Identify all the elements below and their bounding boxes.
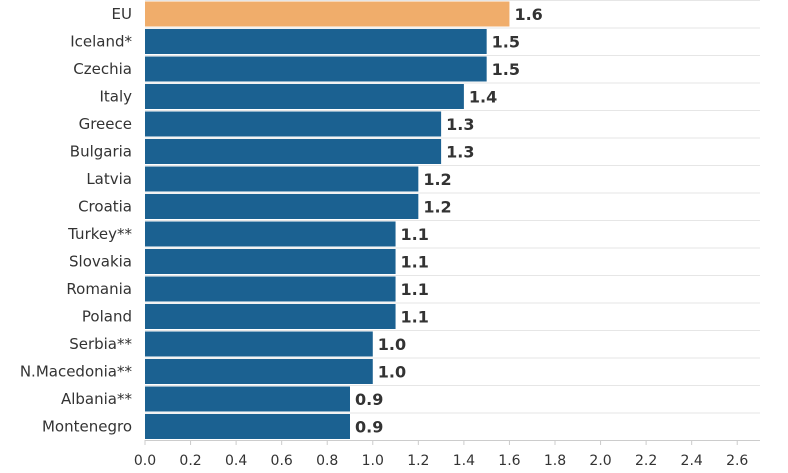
x-tick-label: 1.0 bbox=[362, 453, 384, 469]
category-label: Greece bbox=[79, 115, 132, 133]
bar-albania bbox=[145, 386, 350, 412]
bar-croatia bbox=[145, 194, 419, 219]
category-label: Latvia bbox=[86, 170, 132, 188]
value-label: 1.1 bbox=[401, 308, 429, 327]
value-label: 1.6 bbox=[514, 5, 542, 24]
category-label: Albania** bbox=[61, 390, 133, 408]
bar-n-macedonia bbox=[145, 359, 373, 384]
bars bbox=[145, 1, 510, 439]
x-tick-label: 0.6 bbox=[271, 453, 293, 469]
x-tick-label: 2.2 bbox=[635, 453, 657, 469]
value-label: 1.4 bbox=[469, 88, 497, 107]
x-tick-label: 2.6 bbox=[726, 453, 748, 469]
value-label: 1.2 bbox=[423, 198, 451, 217]
category-label: N.Macedonia** bbox=[20, 363, 133, 381]
x-tick-label: 2.0 bbox=[589, 453, 611, 469]
bar-serbia bbox=[145, 331, 373, 357]
x-tick-label: 0.0 bbox=[134, 453, 156, 469]
bar-poland bbox=[145, 304, 396, 329]
bar-italy bbox=[145, 84, 464, 109]
bar-iceland bbox=[145, 29, 487, 54]
value-label: 1.0 bbox=[378, 363, 406, 382]
bar-bulgaria bbox=[145, 139, 442, 164]
x-axis: 0.0 0.2 0.4 0.6 0.8 1.0 1.2 1.4 1.6 1.8 2.0 2.2 2.4 2… bbox=[134, 440, 760, 469]
value-label: 1.1 bbox=[401, 225, 429, 244]
value-label: 1.1 bbox=[401, 280, 429, 299]
category-label: Slovakia bbox=[69, 253, 132, 271]
value-label: 1.3 bbox=[446, 115, 474, 134]
value-label: 0.9 bbox=[355, 418, 383, 437]
value-label: 1.0 bbox=[378, 335, 406, 354]
value-label: 1.1 bbox=[401, 253, 429, 272]
bar-slovakia bbox=[145, 249, 396, 274]
bar-latvia bbox=[145, 166, 419, 192]
x-tick-label: 1.2 bbox=[407, 453, 429, 469]
x-tick-label: 0.8 bbox=[316, 453, 338, 469]
bar-montenegro bbox=[145, 414, 350, 439]
bar-turkey bbox=[145, 221, 396, 247]
x-tick-label: 1.6 bbox=[498, 453, 520, 469]
bar-czechia bbox=[145, 56, 487, 82]
bar-eu bbox=[145, 1, 510, 27]
value-label: 1.3 bbox=[446, 143, 474, 162]
category-label: Montenegro bbox=[42, 418, 132, 436]
value-labels: 1.6 1.5 1.5 1.4 1.3 1.3 1.2 1.2 1.1 1.1 1.1 1.1 1.0 1… bbox=[355, 5, 543, 437]
value-label: 1.5 bbox=[492, 33, 520, 52]
category-label: Iceland* bbox=[70, 33, 132, 51]
value-label: 0.9 bbox=[355, 390, 383, 409]
category-label: Czechia bbox=[73, 60, 132, 78]
x-tick-label: 0.4 bbox=[225, 453, 247, 469]
value-label: 1.2 bbox=[423, 170, 451, 189]
category-label: EU bbox=[112, 5, 132, 23]
category-label: Romania bbox=[66, 280, 132, 298]
bar-romania bbox=[145, 276, 396, 302]
value-label: 1.5 bbox=[492, 60, 520, 79]
category-labels: EU Iceland* Czechia Italy Greece Bulgaria Latv… bbox=[20, 5, 133, 436]
bar-greece bbox=[145, 111, 442, 137]
category-label: Croatia bbox=[78, 198, 132, 216]
x-tick-label: 1.8 bbox=[544, 453, 566, 469]
category-label: Serbia** bbox=[69, 335, 132, 353]
category-label: Poland bbox=[82, 308, 132, 326]
x-tick-label: 0.2 bbox=[179, 453, 201, 469]
category-label: Italy bbox=[99, 88, 132, 106]
category-label: Turkey** bbox=[67, 225, 132, 243]
x-tick-label: 2.4 bbox=[681, 453, 703, 469]
category-label: Bulgaria bbox=[70, 143, 132, 161]
x-tick-label: 1.4 bbox=[453, 453, 475, 469]
